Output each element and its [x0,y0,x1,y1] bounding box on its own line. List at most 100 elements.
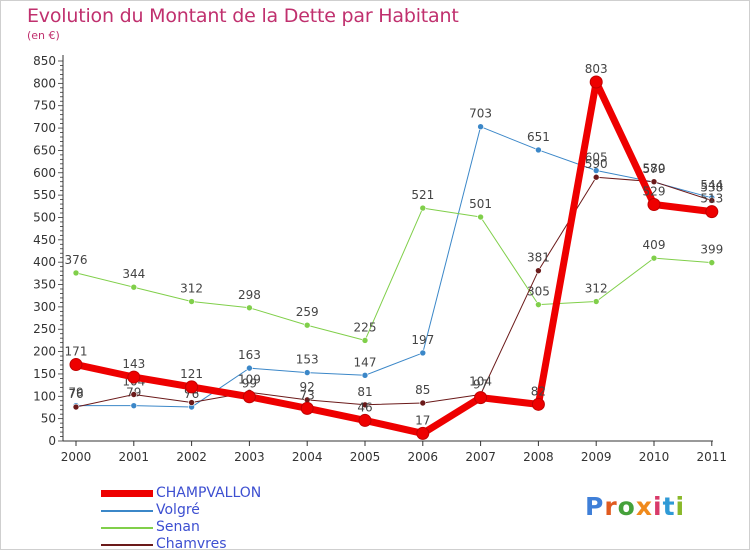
y-tick-label: 200 [33,345,56,359]
legend-label: Volgré [156,502,200,518]
y-tick-label: 0 [48,434,56,448]
data-point-champvallon [531,397,545,411]
data-point-senan [72,269,80,277]
data-point-champvallon [705,205,719,219]
data-label-volgr-: 163 [238,348,261,362]
data-label-senan: 259 [296,305,319,319]
logo-letter: x [635,492,653,521]
chart-title: Evolution du Montant de la Dette par Hab… [27,5,459,27]
data-label-chamvres: 580 [643,162,666,176]
data-label-chamvres: 92 [300,380,315,394]
data-label-champvallon: 97 [473,378,488,392]
data-point-chamvres [650,178,658,186]
data-point-volgr- [361,371,369,379]
chart-unit-label: (en €) [27,29,60,42]
y-tick-label: 550 [33,188,56,202]
y-tick-label: 750 [33,99,56,113]
data-label-champvallon: 513 [700,192,723,206]
x-tick-label: 2003 [234,450,265,464]
data-label-champvallon: 143 [122,357,145,371]
series-line-volgr- [75,126,713,408]
y-tick-label: 300 [33,300,56,314]
logo-letter: i [675,492,686,521]
data-label-champvallon: 529 [643,185,666,199]
y-tick-label: 500 [33,210,56,224]
y-tick-label: 800 [33,76,56,90]
data-label-champvallon: 99 [242,377,257,391]
data-point-chamvres [130,391,138,398]
y-tick-label: 150 [33,367,56,381]
x-tick-label: 2011 [697,450,728,464]
legend-item-volgr-: Volgré [101,502,261,519]
data-label-champvallon: 82 [531,384,546,398]
x-tick-label: 2008 [523,450,554,464]
data-point-senan [188,298,195,305]
series-line-champvallon [72,78,716,437]
data-label-champvallon: 46 [357,400,372,414]
data-point-senan [361,337,369,344]
legend-swatch [101,509,153,512]
data-point-champvallon [589,75,603,89]
data-point-volgr- [477,123,484,131]
data-label-volgr-: 579 [643,162,666,176]
logo-letter: i [653,492,663,521]
data-label-chamvres: 76 [68,387,83,401]
data-label-senan: 409 [643,238,666,252]
x-tick-label: 2005 [350,450,381,464]
data-point-champvallon [474,391,488,405]
legend-label: Senan [156,519,200,535]
data-point-chamvres [535,267,542,274]
logo-letter: P [585,492,605,521]
data-label-chamvres: 538 [700,180,723,194]
data-label-senan: 298 [238,288,261,302]
data-point-senan [650,254,658,262]
data-point-volgr- [535,146,542,154]
data-point-senan [130,283,138,291]
data-point-champvallon [300,401,314,415]
y-tick-label: 600 [33,166,56,180]
data-point-chamvres [72,403,80,411]
data-point-volgr- [419,349,427,357]
data-point-chamvres [708,197,716,204]
data-label-senan: 376 [65,253,88,267]
series-line-senan [75,207,713,341]
y-tick-label: 650 [33,143,56,157]
data-label-volgr-: 544 [700,178,723,192]
legend-swatch [101,543,153,546]
data-point-champvallon [242,390,256,404]
data-label-volgr-: 147 [354,355,377,369]
legend-item-chamvres: Chamvres [101,536,261,553]
data-point-senan [477,213,484,221]
y-tick-label: 100 [33,389,56,403]
proxiti-logo: Proxiti [585,492,685,521]
data-point-chamvres [188,399,195,406]
data-point-chamvres [419,399,427,407]
data-point-volgr- [592,167,600,174]
series-line-chamvres [75,176,713,408]
data-label-chamvres: 109 [238,372,261,386]
x-tick-label: 2004 [292,450,323,464]
data-label-senan: 501 [469,197,492,211]
data-point-senan [419,204,427,212]
legend-swatch [101,526,153,529]
logo-letter: t [662,492,676,521]
y-tick-label: 700 [33,121,56,135]
logo-letter: r [604,492,618,521]
data-label-champvallon: 73 [300,388,315,402]
data-label-champvallon: 121 [180,367,203,381]
data-label-senan: 305 [527,285,550,299]
y-tick-label: 50 [41,412,56,426]
data-point-senan [708,259,716,266]
data-label-senan: 399 [700,243,723,257]
data-label-champvallon: 171 [65,345,88,359]
data-label-senan: 312 [180,282,203,296]
y-tick-label: 250 [33,322,56,336]
data-point-champvallon [185,380,199,394]
x-tick-label: 2002 [176,450,207,464]
logo-letter: o [617,492,636,521]
data-label-volgr-: 153 [296,353,319,367]
data-point-senan [303,321,311,329]
legend-label: Chamvres [156,536,227,552]
